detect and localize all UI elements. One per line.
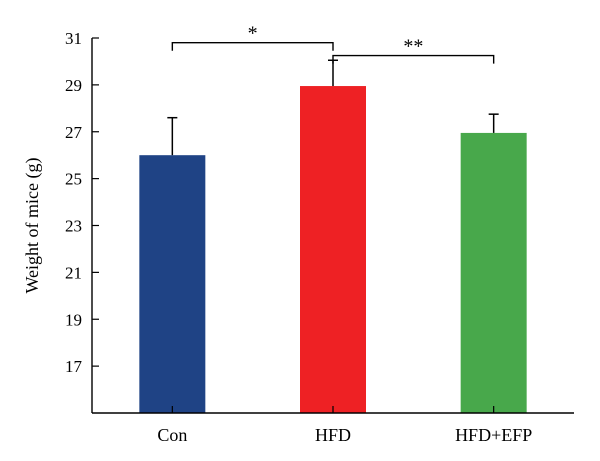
y-axis-title: Weight of mice (g) xyxy=(22,157,43,293)
x-tick-label: HFD+EFP xyxy=(455,425,532,445)
significance-brackets: *** xyxy=(171,23,495,64)
bar xyxy=(300,86,366,413)
y-tick-label: 31 xyxy=(65,29,82,48)
bars xyxy=(139,86,527,413)
significance-bracket xyxy=(332,54,495,64)
y-axis-ticks: 17 19 21 23 25 27 29 31 xyxy=(65,29,99,376)
x-tick-label: HFD xyxy=(315,425,351,445)
y-tick-label: 29 xyxy=(65,76,82,95)
bar xyxy=(460,132,527,413)
y-tick-label: 25 xyxy=(65,170,82,189)
x-tick-label: Con xyxy=(157,425,187,445)
y-tick-label: 23 xyxy=(65,217,82,236)
y-tick-label: 19 xyxy=(65,310,82,329)
x-axis-labels: Con HFD HFD+EFP xyxy=(157,406,532,445)
bar xyxy=(139,155,206,413)
significance-marker: * xyxy=(248,23,258,45)
y-tick-label: 21 xyxy=(65,263,82,282)
error-bars xyxy=(167,59,499,156)
y-tick-label: 17 xyxy=(65,357,83,376)
significance-bracket xyxy=(171,41,334,51)
significance-marker: ** xyxy=(403,36,423,58)
y-tick-label: 27 xyxy=(65,123,83,142)
